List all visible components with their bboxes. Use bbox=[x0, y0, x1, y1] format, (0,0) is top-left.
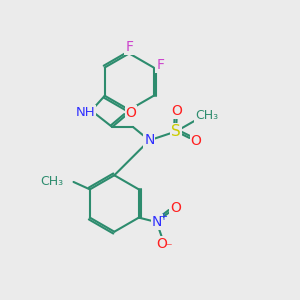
Text: N: N bbox=[144, 133, 154, 147]
Text: O: O bbox=[190, 134, 201, 148]
Text: CH₃: CH₃ bbox=[40, 176, 63, 188]
Text: O: O bbox=[157, 237, 167, 251]
Text: S: S bbox=[171, 124, 181, 139]
Text: +: + bbox=[159, 212, 167, 222]
Text: O: O bbox=[125, 106, 136, 120]
Text: O: O bbox=[171, 104, 182, 118]
Text: ⁻: ⁻ bbox=[165, 242, 172, 254]
Text: CH₃: CH₃ bbox=[195, 110, 218, 122]
Text: NH: NH bbox=[76, 106, 96, 118]
Text: F: F bbox=[156, 58, 164, 72]
Text: N: N bbox=[152, 215, 162, 229]
Text: F: F bbox=[125, 40, 133, 54]
Text: O: O bbox=[170, 201, 181, 215]
